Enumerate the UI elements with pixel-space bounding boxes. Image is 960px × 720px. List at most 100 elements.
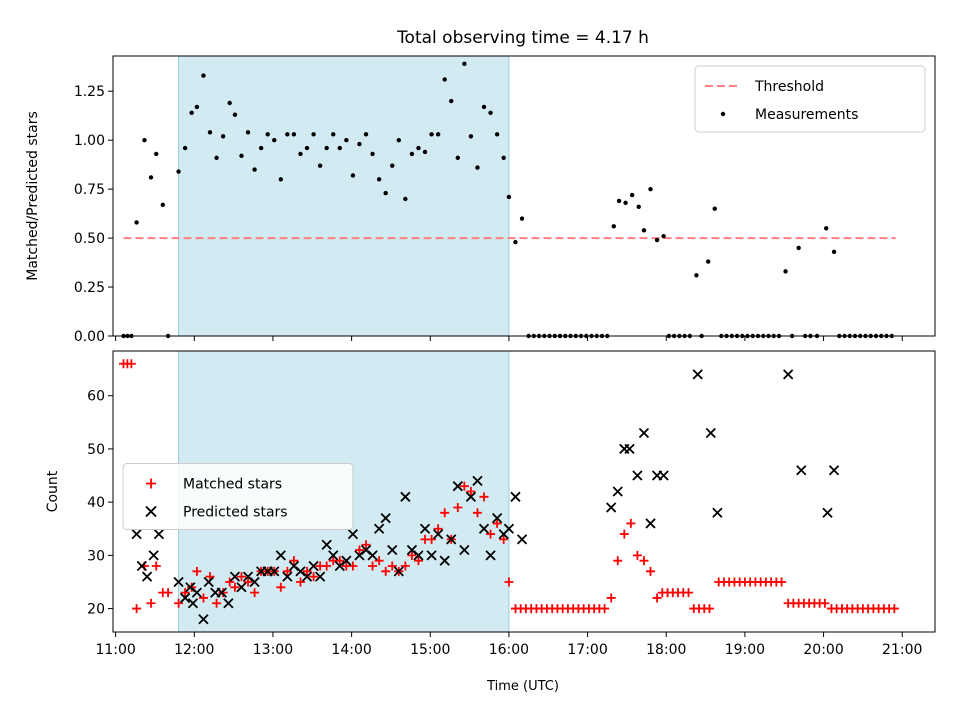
data-point [413, 556, 423, 566]
data-point [285, 132, 290, 137]
data-point [126, 359, 136, 369]
data-point [212, 598, 222, 608]
data-point [606, 593, 616, 603]
data-point [189, 110, 194, 115]
series-matched-stars [118, 359, 899, 614]
data-point [275, 550, 286, 561]
data-point [796, 465, 807, 476]
x-axis-label: Time (UTC) [486, 679, 559, 694]
data-point [499, 534, 509, 544]
data-point [370, 151, 375, 157]
data-point [302, 566, 312, 576]
data-point [510, 491, 521, 502]
data-point [393, 566, 404, 577]
data-point [227, 100, 232, 106]
data-point [600, 604, 610, 614]
data-point [468, 134, 474, 139]
data-point [198, 614, 209, 625]
legend-marker [146, 478, 156, 489]
data-point [250, 588, 260, 598]
data-point [357, 141, 362, 147]
data-point [400, 561, 410, 571]
chart-title: Total observing time = 4.17 h [396, 28, 649, 48]
data-point [176, 169, 181, 174]
data-point [245, 130, 251, 135]
data-point [163, 588, 173, 598]
data-point [705, 604, 715, 614]
data-point [646, 566, 656, 576]
data-point [455, 155, 460, 161]
data-point [131, 528, 142, 540]
data-point [148, 175, 154, 180]
data-point [440, 508, 450, 518]
legend-frame [694, 65, 926, 133]
data-point [132, 604, 142, 614]
data-point [198, 593, 208, 603]
data-point [419, 523, 431, 534]
data-point [136, 560, 147, 572]
data-point [324, 145, 329, 151]
data-point [491, 512, 503, 524]
panel-top: 0.00 0.25 0.50 0.75 1.00 1.25 Matched/Predicte… [25, 55, 936, 345]
y-tick-label: 50 [87, 442, 105, 458]
data-point [619, 529, 629, 539]
data-point [403, 196, 408, 202]
data-point [442, 77, 447, 82]
data-point [151, 561, 161, 571]
data-point [272, 137, 277, 143]
data-point [413, 550, 424, 561]
data-point [777, 577, 787, 587]
data-point [658, 470, 669, 481]
data-point [317, 163, 323, 168]
data-point [479, 492, 489, 502]
data-point [230, 582, 240, 592]
data-point [220, 134, 226, 139]
data-point [265, 132, 270, 137]
data-point [694, 273, 699, 278]
data-point [831, 249, 837, 255]
data-point [422, 149, 428, 155]
data-point [488, 110, 493, 115]
data-point [416, 145, 421, 151]
data-point [485, 550, 496, 561]
data-point [341, 555, 352, 566]
y-tick-label: 0.75 [74, 182, 105, 198]
highlight-span [178, 55, 510, 337]
data-point [513, 239, 518, 245]
data-point [201, 73, 206, 78]
data-point [174, 598, 184, 608]
data-point [426, 550, 437, 561]
data-point [519, 216, 525, 221]
y-tick-label: 1.00 [74, 133, 105, 149]
data-point [363, 132, 369, 137]
data-point [465, 491, 477, 502]
data-point [632, 470, 643, 481]
x-tick-label: 21:00 [882, 642, 922, 658]
data-point [636, 204, 641, 209]
data-point [712, 507, 723, 518]
data-point [192, 566, 202, 576]
x-tick-label: 14:00 [331, 642, 371, 658]
data-point [304, 145, 310, 151]
y-tick-label: 0.50 [74, 231, 105, 247]
data-point [889, 604, 899, 614]
data-point [481, 104, 487, 110]
plot-frame [112, 55, 936, 337]
data-point [194, 104, 200, 110]
data-point [652, 593, 662, 603]
legend-marker [145, 505, 157, 518]
data-point [429, 132, 434, 137]
legend: Matched stars Predicted stars [122, 463, 354, 530]
data-point [472, 475, 483, 486]
data-point [214, 155, 219, 161]
y-tick-label: 20 [87, 602, 105, 618]
data-point [654, 237, 660, 243]
data-point [453, 502, 463, 512]
data-point [381, 566, 391, 576]
data-point [648, 186, 653, 192]
data-point [252, 167, 257, 172]
data-point [606, 502, 617, 513]
x-tick-label: 17:00 [567, 642, 607, 658]
data-point [348, 561, 358, 571]
